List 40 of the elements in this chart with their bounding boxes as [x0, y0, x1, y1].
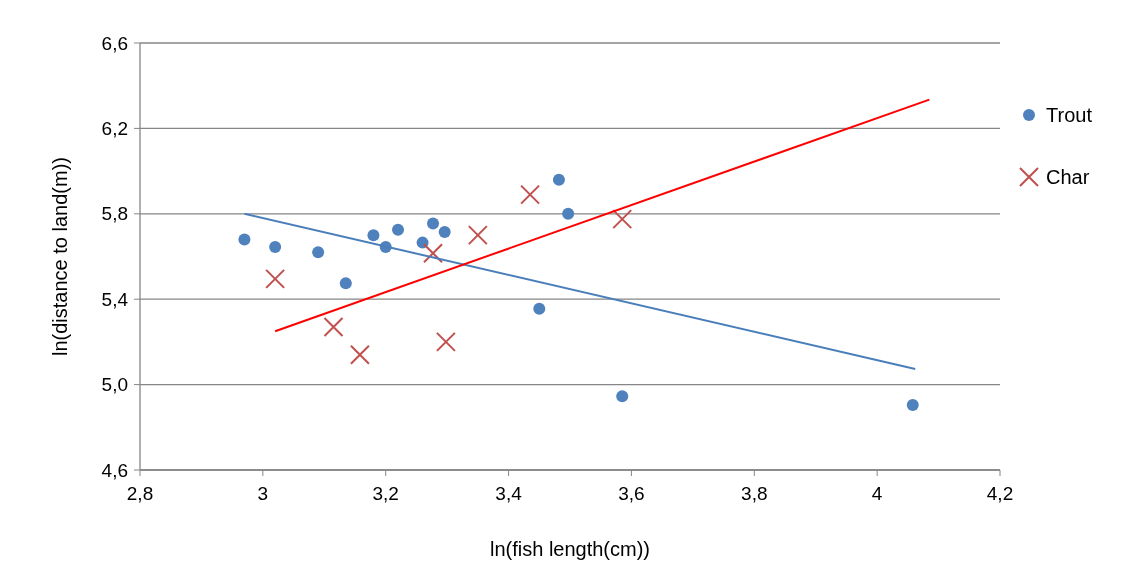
x-tick-label: 4,2	[986, 483, 1014, 504]
point	[238, 233, 251, 246]
point	[467, 225, 488, 246]
y-tick-label: 5,8	[101, 203, 128, 225]
x-tick-label: 3,2	[372, 483, 399, 504]
x-tick-label: 4	[871, 483, 883, 504]
point	[265, 268, 286, 289]
point	[349, 344, 370, 365]
point	[562, 207, 575, 220]
point	[435, 331, 456, 352]
point	[427, 217, 440, 230]
y-tick-label: 5,0	[101, 374, 128, 396]
x-tick-label: 2,8	[126, 483, 154, 504]
point	[339, 277, 352, 290]
legend-label: Trout	[1046, 104, 1093, 126]
point	[312, 246, 325, 259]
point	[533, 302, 546, 315]
point	[906, 398, 919, 411]
point	[552, 173, 565, 186]
point	[392, 223, 404, 236]
point	[323, 316, 344, 337]
point	[438, 225, 451, 238]
x-axis-title: ln(fish length(cm))	[489, 538, 651, 560]
y-tick-label: 6,6	[101, 32, 128, 54]
x-tick-label: 3,6	[618, 483, 645, 504]
x-tick-label: 3,8	[741, 483, 768, 504]
y-axis-title: ln(distance to land(m))	[49, 157, 71, 356]
point	[616, 390, 629, 403]
x-tick-label: 3,4	[495, 483, 523, 504]
point	[269, 240, 282, 253]
point	[423, 243, 444, 264]
legend-label: Char	[1046, 166, 1090, 188]
x-tick-label: 3	[257, 483, 269, 504]
point	[416, 236, 429, 249]
point	[612, 209, 633, 230]
y-tick-label: 6,2	[101, 118, 128, 140]
y-tick-label: 4,6	[101, 459, 128, 481]
y-tick-label: 5,4	[101, 288, 129, 310]
point	[367, 229, 380, 242]
point	[520, 184, 541, 205]
